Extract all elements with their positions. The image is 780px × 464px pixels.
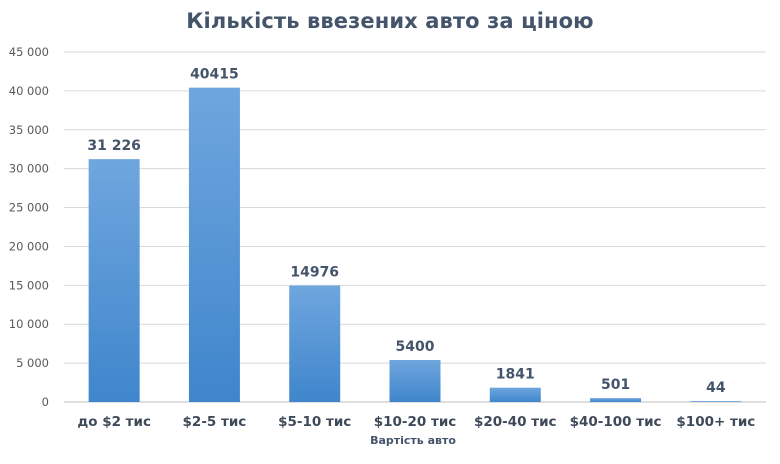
y-tick-label: 35 000 [9,123,49,137]
data-labels: 31 226 40415 14976 5400 1841 501 44 [87,67,726,397]
bars [88,87,742,403]
bar [489,387,541,402]
chart-title: Кількість ввезених авто за ціною [186,9,594,33]
x-tick-label: до $2 тис [77,414,151,430]
y-tick-label: 25 000 [9,201,49,215]
y-tick-label: 40 000 [9,84,49,98]
y-tick-label: 5 000 [16,356,49,370]
bar [590,398,642,402]
x-axis-title: Вартість авто [370,434,456,447]
y-tick-label: 20 000 [9,239,49,253]
y-tick-label: 45 000 [9,45,49,59]
bar [289,285,341,402]
data-label: 14976 [290,265,339,281]
data-label: 40415 [190,67,239,83]
bar [188,87,240,403]
bar [389,360,441,402]
bar [88,159,140,402]
data-label: 5400 [396,339,435,355]
data-label: 44 [706,380,726,396]
data-label: 1841 [496,367,535,383]
x-tick-label: $20-40 тис [474,414,557,430]
bar [690,401,742,402]
x-tick-label: $5-10 тис [278,414,351,430]
y-tick-label: 10 000 [9,317,49,331]
x-axis: до $2 тис $2-5 тис $5-10 тис $10-20 тис $20-… [77,414,755,430]
x-tick-label: $40-100 тис [570,414,662,430]
y-tick-label: 0 [42,395,49,409]
y-axis: 0 5 000 10 000 15 000 20 000 25 000 30 000 35 0… [9,45,49,409]
data-label: 501 [601,377,630,393]
data-label: 31 226 [87,138,141,154]
x-tick-label: $10-20 тис [374,414,457,430]
y-tick-label: 30 000 [9,162,49,176]
x-tick-label: $100+ тис [676,414,755,430]
y-tick-label: 15 000 [9,278,49,292]
x-tick-label: $2-5 тис [183,414,247,430]
